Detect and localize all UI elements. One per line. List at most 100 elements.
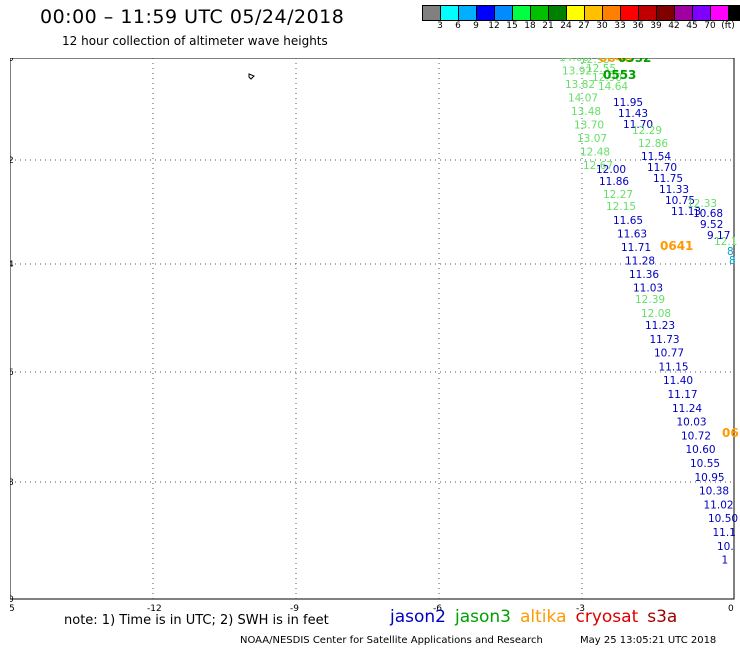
longitude-label: -3 bbox=[576, 604, 585, 614]
jason2-wave-height: 11.40 bbox=[663, 375, 693, 387]
longitude-label: 0 bbox=[728, 604, 734, 614]
jason3-wave-height: 13.92 bbox=[562, 66, 592, 78]
jason3-wave-height: 12.90 bbox=[592, 72, 622, 84]
jason2-wave-height: 1 bbox=[722, 555, 729, 567]
jason2-wave-height: 11.24 bbox=[672, 403, 702, 415]
jason2-wave-height: 11.28 bbox=[625, 256, 655, 268]
legend-altika: altika bbox=[520, 607, 567, 627]
map-frame bbox=[10, 58, 735, 600]
latitude-label: -40 bbox=[10, 58, 14, 64]
jason2-wave-height: 11.70 bbox=[647, 162, 677, 174]
jason3-wave-height: 12.08 bbox=[641, 308, 671, 320]
color-scale-label: 70 bbox=[704, 21, 716, 31]
island-outline bbox=[248, 73, 255, 80]
latitude-tick-labels: -40 -42 -44 -46 -48 -50 bbox=[10, 58, 14, 605]
legend-s3a: s3a bbox=[647, 607, 678, 627]
jason2-wave-height: 11.65 bbox=[613, 215, 643, 227]
satellite-legend: jason2 jason3 altika cryosat s3a bbox=[390, 607, 686, 627]
color-swatch bbox=[729, 6, 740, 20]
color-swatch bbox=[675, 6, 693, 20]
color-scale-label: (ft) bbox=[721, 21, 735, 31]
jason2-wave-height: 11.71 bbox=[621, 242, 651, 254]
color-scale-label: 36 bbox=[632, 21, 644, 31]
track-tail-value: 8 bbox=[729, 255, 736, 267]
color-scale-label: 27 bbox=[578, 21, 590, 31]
jason2-wave-height: 11.75 bbox=[653, 173, 683, 185]
jason2-wave-height: 10.72 bbox=[681, 430, 711, 442]
jason2-wave-height: 10.75 bbox=[665, 195, 695, 207]
jason2-wave-height: 10.03 bbox=[677, 417, 707, 429]
longitude-label: -6 bbox=[433, 604, 442, 614]
jason2-wave-height: 10.68 bbox=[693, 208, 723, 220]
jason2-wave-height: 11.36 bbox=[629, 269, 659, 281]
color-swatch bbox=[567, 6, 585, 20]
jason2-wave-height: 11.63 bbox=[617, 229, 647, 241]
jason3-wave-height: 12.48 bbox=[580, 147, 610, 159]
color-scale-label: 42 bbox=[668, 21, 680, 31]
jason2-wave-height: 10.55 bbox=[690, 458, 720, 470]
color-swatch bbox=[621, 6, 639, 20]
longitude-label: -15 bbox=[10, 604, 15, 614]
jason2-wave-height: 11.17 bbox=[668, 389, 698, 401]
color-scale-label: 30 bbox=[596, 21, 608, 31]
latitude-label: -48 bbox=[10, 478, 14, 488]
color-swatch bbox=[549, 6, 567, 20]
jason2-wave-height: 11.86 bbox=[599, 176, 629, 188]
color-scale-label: 21 bbox=[542, 21, 554, 31]
jason3-wave-height: 12.86 bbox=[638, 138, 668, 150]
jason3-wave-height: 14.64 bbox=[598, 81, 628, 93]
color-scale-label: 24 bbox=[560, 21, 572, 31]
color-swatch bbox=[639, 6, 657, 20]
jason2-wave-height: 11.33 bbox=[659, 184, 689, 196]
jason2-wave-height: 9.17 bbox=[707, 230, 730, 242]
jason3-wave-height: 12.55 bbox=[586, 63, 616, 75]
jason3-wave-height: 13.07 bbox=[577, 133, 607, 145]
jason2-wave-height: 11.43 bbox=[618, 108, 648, 120]
jason2-wave-height: 9.52 bbox=[700, 219, 723, 231]
color-swatch bbox=[603, 6, 621, 20]
wave-height-map: -40 -42 -44 -46 -48 -50 -15 -12 -9 -6 -3 0 14.06 13… bbox=[10, 58, 739, 614]
color-swatch bbox=[531, 6, 549, 20]
color-swatch bbox=[711, 6, 729, 20]
jason3-wave-height: 12.67 bbox=[583, 160, 613, 172]
jason2-wave-height: 11.95 bbox=[613, 97, 643, 109]
jason2-wave-height: 10. bbox=[717, 541, 734, 553]
jason3-wave-height: 12.29 bbox=[632, 125, 662, 137]
color-scale-label: 45 bbox=[686, 21, 698, 31]
jason2-wave-height: 11.70 bbox=[623, 119, 653, 131]
altika-time-label: 0640 bbox=[599, 58, 632, 65]
jason3-wave-height: 14.07 bbox=[568, 93, 598, 105]
map-gridlines bbox=[10, 58, 734, 599]
color-scale-label: 6 bbox=[455, 21, 461, 31]
jason3-wave-height: 13.82 bbox=[565, 79, 595, 91]
jason2-wave-height: 11.73 bbox=[650, 334, 680, 346]
jason2-wave-height: 11.23 bbox=[645, 320, 675, 332]
latitude-label: -44 bbox=[10, 260, 14, 270]
color-scale-label: 9 bbox=[473, 21, 479, 31]
jason2-wave-height: 11.02 bbox=[704, 499, 734, 511]
color-scale-label: 18 bbox=[524, 21, 536, 31]
jason2-wave-height: 12.00 bbox=[596, 164, 626, 176]
jason2-wave-height: 10.95 bbox=[695, 472, 725, 484]
jason2-wave-height: 10.77 bbox=[654, 348, 684, 360]
altika-time-label: 0641 bbox=[660, 239, 693, 253]
color-scale-label: 3 bbox=[437, 21, 443, 31]
longitude-label: -9 bbox=[290, 604, 299, 614]
color-scale-label: 12 bbox=[488, 21, 500, 31]
map-title: 00:00 – 11:59 UTC 05/24/2018 bbox=[40, 6, 345, 28]
jason2-wave-height: 11.03 bbox=[633, 283, 663, 295]
legend-cryosat: cryosat bbox=[575, 607, 639, 627]
jason3-wave-height: 13.48 bbox=[571, 106, 601, 118]
jason2-wave-height: 11.1 bbox=[713, 527, 736, 539]
jason2-wave-height: 11.54 bbox=[641, 151, 671, 163]
jason2-wave-height: 10.50 bbox=[708, 513, 738, 525]
map-subtitle: 12 hour collection of altimeter wave hei… bbox=[62, 34, 328, 48]
color-scale-label: 15 bbox=[506, 21, 518, 31]
color-swatch bbox=[459, 6, 477, 20]
color-swatch bbox=[423, 6, 441, 20]
jason2-wave-height: 11.15 bbox=[659, 361, 689, 373]
latitude-label: -46 bbox=[10, 368, 14, 378]
units-note: note: 1) Time is in UTC; 2) SWH is in fe… bbox=[64, 613, 329, 628]
jason3-wave-height: 12.39 bbox=[635, 294, 665, 306]
